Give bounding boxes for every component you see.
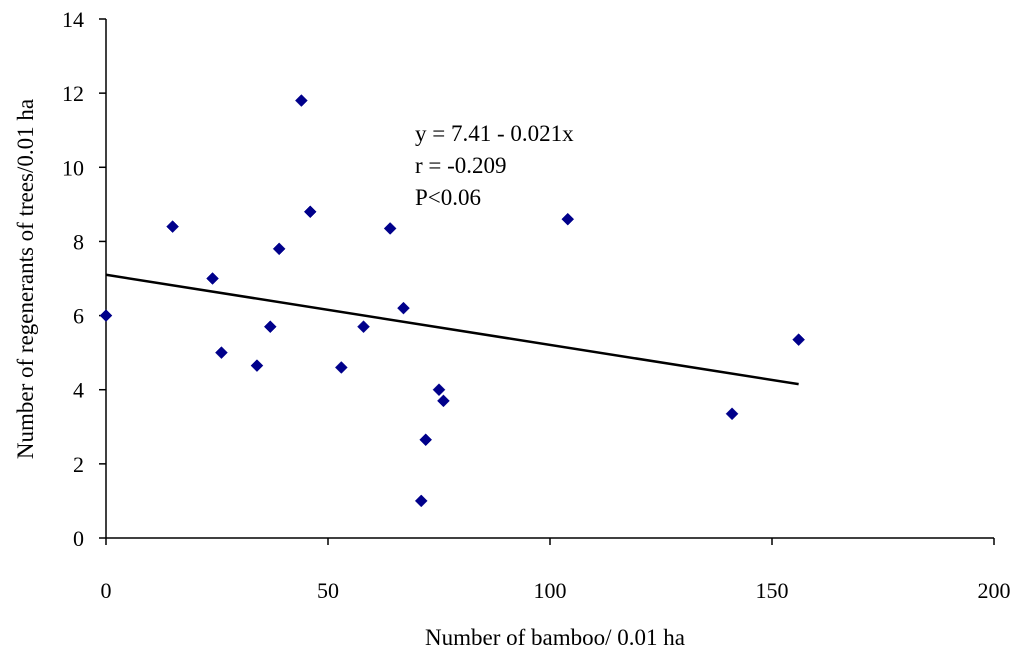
annotation-group: y = 7.41 - 0.021x r = -0.209 P<0.06 <box>415 121 574 210</box>
x-tick-label: 200 <box>978 578 1011 603</box>
equation-annotation: y = 7.41 - 0.021x <box>415 121 574 146</box>
data-point <box>383 222 397 235</box>
data-point <box>206 272 219 285</box>
data-point <box>357 320 370 334</box>
y-tick-label: 0 <box>73 526 84 551</box>
x-axis-title: Number of bamboo/ 0.01 ha <box>425 625 685 650</box>
data-point <box>334 361 348 374</box>
y-axis-title: Number of regenerants of trees/0.01 ha <box>13 99 38 459</box>
data-point <box>419 433 433 447</box>
r-annotation: r = -0.209 <box>415 153 507 178</box>
y-tick-label: 10 <box>62 155 84 180</box>
y-tick-label: 6 <box>73 304 84 329</box>
data-point <box>414 494 428 508</box>
data-point <box>561 212 575 226</box>
data-point <box>99 309 113 322</box>
data-point <box>437 394 450 408</box>
y-tick-label: 14 <box>62 7 84 32</box>
data-point <box>792 333 805 347</box>
x-tick-label: 150 <box>756 578 789 603</box>
x-tick-label: 50 <box>317 578 339 603</box>
y-tick-label: 12 <box>62 81 84 106</box>
data-point <box>250 359 264 372</box>
trendline-group <box>105 273 799 386</box>
y-tick-label: 4 <box>73 378 84 403</box>
data-point <box>215 346 228 359</box>
data-point <box>303 205 317 219</box>
y-tick-label: 2 <box>73 452 84 477</box>
data-point <box>272 242 286 256</box>
x-tick-label: 0 <box>101 578 112 603</box>
axes <box>105 19 994 539</box>
data-points <box>99 94 805 508</box>
data-point <box>432 383 446 397</box>
data-point <box>397 301 410 315</box>
data-point <box>166 220 179 233</box>
data-point <box>263 320 277 334</box>
x-tick-label: 100 <box>534 578 567 603</box>
data-point <box>725 407 739 421</box>
data-point <box>295 94 308 107</box>
trendline <box>105 273 799 386</box>
axis-ticks: 0 2 4 6 8 10 12 14 0 50 100 150 200 <box>62 7 1011 603</box>
p-annotation: P<0.06 <box>415 185 481 210</box>
y-tick-label: 8 <box>73 229 84 254</box>
